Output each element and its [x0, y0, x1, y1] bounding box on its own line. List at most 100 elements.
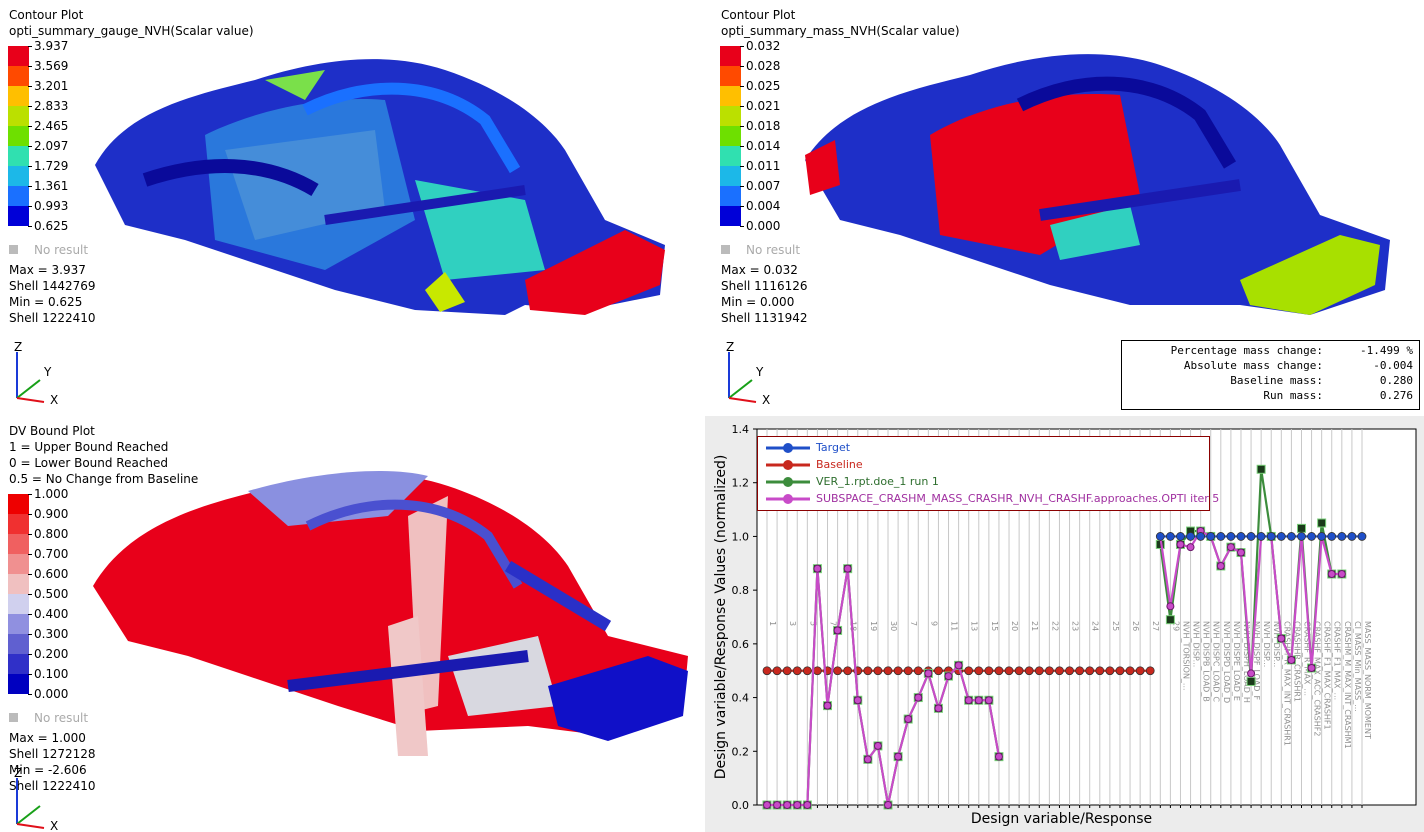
- data-point: [1246, 532, 1256, 541]
- data-point: [1236, 548, 1245, 557]
- legend-tick: [740, 46, 744, 47]
- data-point: [1337, 570, 1346, 579]
- category-label: NVH_DISP...: [1192, 621, 1201, 667]
- legend-tick: [28, 654, 32, 655]
- legend-tick: [28, 126, 32, 127]
- data-point: [1287, 655, 1296, 664]
- legend-tick: [28, 674, 32, 675]
- data-point: [863, 666, 873, 676]
- data-point: [1044, 666, 1054, 676]
- y-tick-label: 1.0: [732, 530, 750, 543]
- data-point: [1256, 464, 1266, 474]
- data-point: [1014, 666, 1024, 676]
- legend-swatch: [8, 66, 29, 86]
- legend-value-label: 2.465: [34, 119, 69, 133]
- data-point: [1004, 666, 1014, 676]
- legend-swatch: [8, 166, 29, 186]
- contour-subtitle: opti_summary_mass_NVH(Scalar value): [721, 24, 960, 38]
- contour-title: Contour Plot: [721, 8, 796, 22]
- legend-swatch: [8, 534, 29, 554]
- data-point: [813, 564, 822, 573]
- data-point: [984, 666, 994, 676]
- legend-value-label: 0.000: [746, 219, 781, 233]
- max-label: Max = 3.937: [9, 263, 86, 277]
- data-point: [1266, 532, 1276, 541]
- axis-x-label: X: [50, 819, 59, 832]
- y-tick-label: 1.2: [732, 477, 750, 490]
- data-point: [843, 666, 853, 676]
- data-point: [1317, 532, 1327, 541]
- category-label: 24: [1091, 621, 1100, 631]
- legend-tick: [28, 534, 32, 535]
- legend-value-label: 0.600: [34, 567, 69, 581]
- category-label: 22: [1050, 621, 1059, 631]
- mass-row: Percentage mass change: -1.499 %: [1170, 344, 1413, 357]
- data-point: [1246, 676, 1256, 686]
- category-label: CRASHHR_CRASHR1: [1292, 621, 1301, 702]
- legend-value-label: 0.025: [746, 79, 781, 93]
- category-label: NVH_TORSION_...: [1181, 621, 1190, 691]
- min-label: Min = -2.606: [9, 763, 87, 777]
- mass-contour-panel[interactable]: Contour Plot opti_summary_mass_NVH(Scala…: [712, 0, 1424, 416]
- data-point: [1145, 666, 1155, 676]
- category-label: 27: [1151, 621, 1160, 631]
- data-point: [1196, 532, 1206, 541]
- data-point: [934, 704, 943, 713]
- data-point: [1307, 532, 1316, 541]
- legend-tick: [28, 594, 32, 595]
- axis-x-label: X: [50, 393, 59, 407]
- category-label: CRASHF_MAX_ACC_CRASHF2: [1313, 621, 1322, 736]
- data-point: [1075, 666, 1085, 676]
- data-point: [954, 661, 963, 670]
- category-label: NVH_DISPH_LOAD_H: [1242, 621, 1251, 703]
- legend-swatch: [8, 126, 29, 146]
- legend-tick: [740, 66, 744, 67]
- legend-value-label: 3.569: [34, 59, 69, 73]
- legend-swatch: [8, 206, 29, 226]
- car-body-mass-model[interactable]: [800, 35, 1400, 330]
- contour-title: Contour Plot: [9, 8, 84, 22]
- y-axis-label: Design variable/Response Values (normali…: [713, 455, 729, 780]
- legend-tick: [28, 514, 32, 515]
- legend-swatch: [8, 146, 29, 166]
- legend-tick: [740, 206, 744, 207]
- no-result-label: No result: [9, 711, 88, 725]
- data-point: [1024, 666, 1034, 676]
- car-body-dv-bound-model[interactable]: [88, 456, 698, 756]
- data-point: [1317, 518, 1327, 528]
- data-point: [1065, 666, 1074, 676]
- gauge-contour-panel[interactable]: Contour Plot opti_summary_gauge_NVH(Scal…: [0, 0, 705, 416]
- car-body-gauge-model[interactable]: [85, 40, 675, 325]
- no-result-label: No result: [9, 243, 88, 257]
- legend-tick: [28, 106, 32, 107]
- data-point: [974, 696, 983, 705]
- legend-swatch: [8, 514, 29, 534]
- axis-z-label: Z: [14, 766, 23, 780]
- data-point: [1296, 523, 1306, 533]
- legend-tick: [740, 186, 744, 187]
- data-point: [883, 666, 893, 676]
- axis-triad: Z Y X: [12, 340, 72, 407]
- no-result-label: No result: [721, 243, 800, 257]
- data-point: [1125, 666, 1135, 676]
- category-label: 7: [829, 621, 838, 626]
- data-point: [843, 564, 852, 573]
- legend-value-label: 0.993: [34, 199, 69, 213]
- data-point: [1055, 666, 1064, 676]
- data-point: [1307, 664, 1316, 673]
- data-point: [1327, 570, 1336, 579]
- dv-bound-panel[interactable]: DV Bound Plot 1 = Upper Bound Reached 0 …: [0, 416, 705, 832]
- data-point: [994, 666, 1004, 676]
- legend-tick: [28, 634, 32, 635]
- axis-z-label: Z: [726, 340, 735, 354]
- legend-value-label: 3.937: [34, 39, 69, 53]
- upper-bound-note: 1 = Upper Bound Reached: [9, 440, 169, 454]
- legend-swatch: [720, 186, 741, 206]
- legend-tick: [28, 66, 32, 67]
- data-point: [1276, 532, 1286, 541]
- legend-swatch: [720, 86, 741, 106]
- data-point: [863, 755, 872, 764]
- shell-min-label: Shell 1131942: [721, 311, 808, 325]
- data-point: [793, 801, 802, 809]
- category-label: 30: [889, 621, 898, 631]
